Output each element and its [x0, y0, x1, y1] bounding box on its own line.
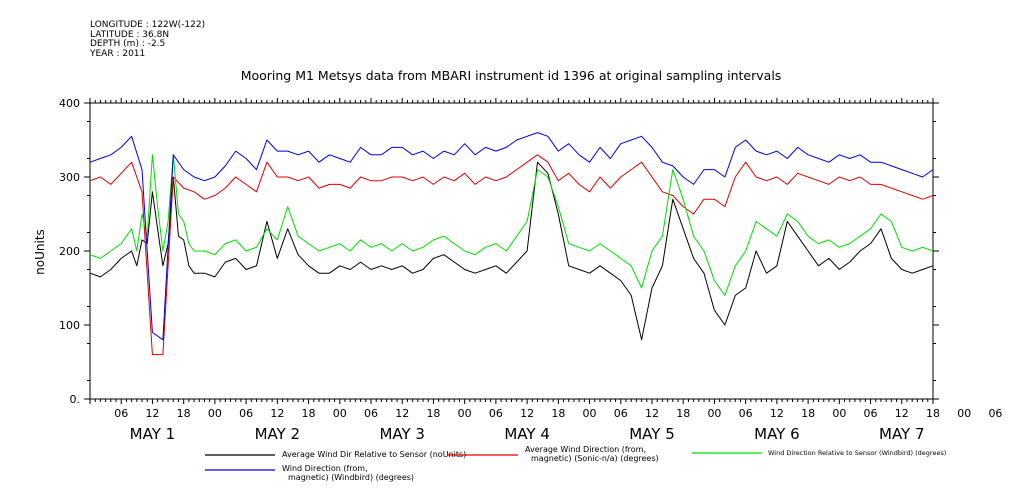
metadata-block: LONGITUDE : 122W(-122) LATITUDE : 36.8N …: [90, 20, 206, 59]
y-tick-label: 100: [59, 319, 80, 332]
x-tick-label: 06: [364, 407, 378, 420]
x-tick-label: 18: [801, 407, 815, 420]
x-tick-label: 00: [957, 407, 971, 420]
longitude-text: LONGITUDE : 122W(-122): [90, 20, 206, 30]
depth-text: DEPTH (m) : -2.5: [90, 39, 166, 49]
x-tick-label: 00: [208, 407, 222, 420]
series-group: [89, 132, 934, 356]
x-tick-label: 06: [988, 407, 1002, 420]
latitude-text: LATITUDE : 36.8N: [90, 29, 170, 40]
x-tick-label: 00: [707, 407, 721, 420]
x-tick-label: 18: [551, 407, 565, 420]
y-axis-label: noUnits: [33, 229, 47, 275]
x-tick-label: 18: [426, 407, 440, 420]
y-tick-label: 400: [59, 97, 80, 110]
x-tick-label: 00: [583, 407, 597, 420]
x-tick-label: 12: [645, 407, 659, 420]
y-tick-label: 0.: [70, 393, 81, 406]
x-tick-label: 00: [458, 407, 472, 420]
y-tick-label: 300: [59, 171, 80, 184]
series-line-3: [89, 154, 934, 296]
x-axis: 06 12 18 00 06 12 18 00 06 12 18 00 06 12 18 00 06 12 18 00…: [89, 98, 1002, 443]
legend-label: magnetic) (Windbird) (degrees): [288, 473, 414, 482]
x-tick-label: 12: [770, 407, 784, 420]
day-label: MAY 7: [879, 425, 925, 443]
series-line-4: [89, 132, 934, 341]
x-tick-label: 06: [864, 407, 878, 420]
x-tick-label: 06: [739, 407, 753, 420]
legend-label: magnetic) (Sonic-n/a) (degrees): [531, 454, 659, 463]
x-tick-label: 00: [832, 407, 846, 420]
legend-label: Average Wind Direction (from,: [525, 445, 646, 454]
x-tick-label: 12: [145, 407, 159, 420]
y-axis: 0. 100 200 300 400: [59, 97, 939, 406]
x-tick-label: 18: [302, 407, 316, 420]
x-tick-label: 06: [489, 407, 503, 420]
day-label: MAY 1: [130, 425, 176, 443]
chart-title: Mooring M1 Metsys data from MBARI instru…: [241, 68, 782, 83]
x-tick-label: 18: [177, 407, 191, 420]
legend-label: Wind Direction Relative to Sensor (Windb…: [768, 449, 946, 457]
day-label: MAY 6: [754, 425, 800, 443]
x-tick-label: 18: [926, 407, 940, 420]
x-tick-label: 06: [114, 407, 128, 420]
x-tick-label: 00: [333, 407, 347, 420]
series-line-1: [89, 161, 934, 341]
legend-label: Average Wind Dir Relative to Sensor (noU…: [282, 450, 466, 459]
y-tick-label: 200: [59, 245, 80, 258]
day-label: MAY 3: [379, 425, 425, 443]
year-text: YEAR : 2011: [90, 48, 146, 59]
legend-label: Wind Direction (from,: [282, 464, 368, 473]
x-tick-label: 18: [676, 407, 690, 420]
x-tick-label: 12: [270, 407, 284, 420]
day-label: MAY 2: [255, 425, 301, 443]
series-line-2: [89, 154, 934, 356]
x-tick-label: 06: [614, 407, 628, 420]
legend: Average Wind Dir Relative to Sensor (noU…: [205, 445, 946, 482]
x-tick-label: 12: [895, 407, 909, 420]
plot-frame: [89, 102, 934, 400]
x-tick-label: 12: [395, 407, 409, 420]
x-tick-label: 12: [520, 407, 534, 420]
day-label: MAY 4: [504, 425, 550, 443]
day-label: MAY 5: [629, 425, 675, 443]
x-tick-label: 06: [239, 407, 253, 420]
